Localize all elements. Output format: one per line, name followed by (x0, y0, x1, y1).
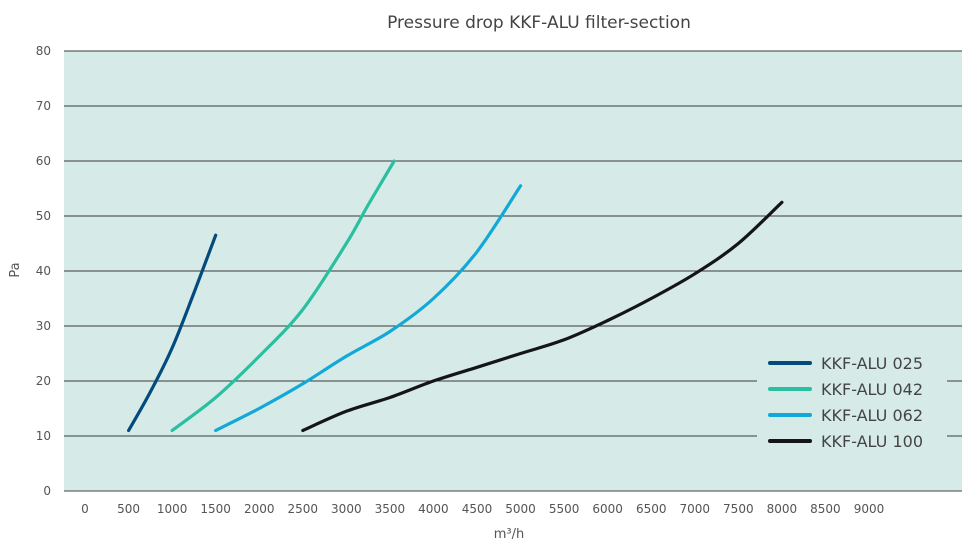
legend-label: KKF-ALU 025 (821, 354, 923, 373)
legend: KKF-ALU 025 KKF-ALU 042 KKF-ALU 062 KKF-ALU… (768, 354, 923, 451)
x-tick-label: 7000 (680, 502, 711, 516)
series-line-3 (214, 184, 523, 433)
x-tick-label: 2500 (288, 502, 319, 516)
y-axis-ticks: 0 10 20 30 40 50 60 70 80 (36, 44, 51, 498)
x-tick-label: 1000 (157, 502, 188, 516)
x-tick-label: 3500 (375, 502, 406, 516)
y-tick-label: 40 (36, 264, 51, 278)
series-line-1 (127, 233, 218, 433)
legend-label: KKF-ALU 062 (821, 406, 923, 425)
x-tick-label: 0 (81, 502, 89, 516)
x-tick-label: 9000 (854, 502, 885, 516)
legend-label: KKF-ALU 100 (821, 432, 923, 451)
series-group (127, 159, 784, 433)
x-tick-label: 8500 (810, 502, 841, 516)
series-line-4 (301, 200, 784, 433)
legend-label: KKF-ALU 042 (821, 380, 923, 399)
y-axis-title: Pa (8, 262, 23, 277)
y-tick-label: 50 (36, 209, 51, 223)
series-line-2 (170, 159, 396, 433)
x-tick-label: 3000 (331, 502, 362, 516)
y-tick-label: 20 (36, 374, 51, 388)
y-tick-label: 60 (36, 154, 51, 168)
y-tick-label: 70 (36, 99, 51, 113)
x-tick-label: 500 (117, 502, 140, 516)
y-tick-label: 30 (36, 319, 51, 333)
x-tick-label: 1500 (200, 502, 231, 516)
x-tick-label: 4000 (418, 502, 449, 516)
x-axis-ticks: 0 500 1000 1500 2000 2500 3000 3500 4000 4500 5000… (81, 502, 884, 516)
x-tick-label: 5000 (505, 502, 536, 516)
y-tick-label: 0 (43, 484, 51, 498)
x-tick-label: 8000 (767, 502, 798, 516)
x-tick-label: 6000 (592, 502, 623, 516)
x-tick-label: 5500 (549, 502, 580, 516)
x-tick-label: 4500 (462, 502, 493, 516)
x-tick-label: 2000 (244, 502, 275, 516)
x-axis-title: m³/h (494, 527, 525, 542)
y-tick-label: 80 (36, 44, 51, 58)
y-tick-label: 10 (36, 429, 51, 443)
x-tick-label: 7500 (723, 502, 754, 516)
x-tick-label: 6500 (636, 502, 667, 516)
chart-title: Pressure drop KKF-ALU filter-section (387, 13, 691, 33)
grid-lines (64, 50, 962, 492)
